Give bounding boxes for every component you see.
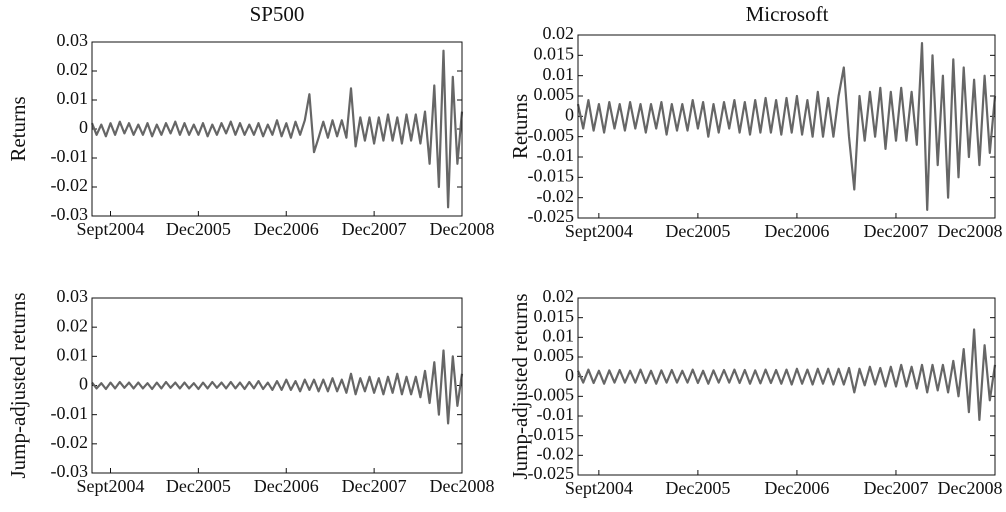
x-tick-label: Dec2006: [764, 221, 829, 241]
y-tick-label: -0.01: [51, 146, 89, 166]
y-tick-label: 0.02: [57, 315, 89, 335]
y-axis-label: Jump-adjusted returns: [508, 293, 532, 479]
x-tick-label: Dec2008: [938, 478, 1003, 498]
y-axis-label: Returns: [508, 94, 532, 159]
y-tick-label: -0.01: [537, 404, 575, 424]
y-tick-label: 0.015: [534, 306, 575, 326]
plot-frame: [577, 297, 996, 476]
x-tick-label: Dec2007: [863, 221, 928, 241]
x-tick-label: Dec2006: [764, 478, 829, 498]
y-tick-label: 0.03: [57, 286, 89, 306]
y-tick-label: -0.015: [528, 424, 575, 444]
y-tick-label: -0.03: [51, 204, 89, 224]
y-tick-label: 0.01: [57, 88, 89, 108]
x-tick-label: Sept2004: [76, 476, 144, 496]
y-axis-label: Jump-adjusted returns: [6, 292, 30, 478]
y-tick-label: 0: [565, 365, 574, 385]
x-tick-label: Sept2004: [76, 219, 144, 239]
y-tick-label: 0.02: [543, 23, 575, 43]
y-tick-label: -0.025: [528, 206, 575, 226]
y-tick-label: -0.01: [537, 145, 575, 165]
x-tick-label: Dec2006: [254, 219, 319, 239]
plot-frame: [91, 41, 463, 217]
y-tick-label: -0.02: [51, 175, 89, 195]
y-tick-label: 0.01: [543, 325, 575, 345]
panel-title: SP500: [250, 2, 305, 26]
y-tick-label: -0.025: [528, 463, 575, 483]
y-tick-label: -0.03: [51, 461, 89, 481]
series-line: [90, 49, 464, 209]
x-tick-label: Dec2007: [863, 478, 928, 498]
y-tick-label: 0.005: [534, 345, 575, 365]
y-tick-label: 0.01: [57, 344, 89, 364]
x-tick-label: Dec2006: [254, 476, 319, 496]
y-tick-label: -0.01: [51, 403, 89, 423]
x-tick-label: Dec2008: [938, 221, 1003, 241]
plot-frame: [91, 297, 463, 474]
y-tick-label: -0.015: [528, 165, 575, 185]
y-tick-label: 0.015: [534, 43, 575, 63]
y-tick-label: 0: [565, 104, 574, 124]
y-tick-label: -0.005: [528, 384, 575, 404]
y-tick-label: 0.02: [543, 286, 575, 306]
y-tick-label: -0.02: [537, 186, 575, 206]
y-axis-label: Returns: [6, 96, 30, 161]
series-line: [576, 328, 997, 421]
x-tick-label: Sept2004: [565, 221, 633, 241]
y-tick-label: -0.02: [51, 432, 89, 452]
y-tick-label: 0: [79, 117, 88, 137]
x-tick-label: Sept2004: [565, 478, 633, 498]
series-line: [576, 42, 997, 211]
x-tick-label: Dec2005: [665, 478, 730, 498]
series-line: [91, 349, 464, 425]
plot-frame: [577, 34, 996, 219]
y-tick-label: 0.02: [57, 59, 89, 79]
x-tick-label: Dec2007: [342, 219, 407, 239]
panel-title: Microsoft: [746, 2, 829, 26]
y-tick-label: -0.005: [528, 125, 575, 145]
y-tick-label: -0.02: [537, 443, 575, 463]
y-tick-label: 0: [79, 374, 88, 394]
x-tick-label: Dec2008: [430, 219, 495, 239]
y-tick-label: 0.005: [534, 84, 575, 104]
x-tick-label: Dec2005: [166, 219, 231, 239]
x-tick-label: Dec2005: [166, 476, 231, 496]
y-tick-label: 0.03: [57, 30, 89, 50]
x-tick-label: Dec2005: [665, 221, 730, 241]
x-tick-label: Dec2007: [342, 476, 407, 496]
x-tick-label: Dec2008: [430, 476, 495, 496]
y-tick-label: 0.01: [543, 64, 575, 84]
